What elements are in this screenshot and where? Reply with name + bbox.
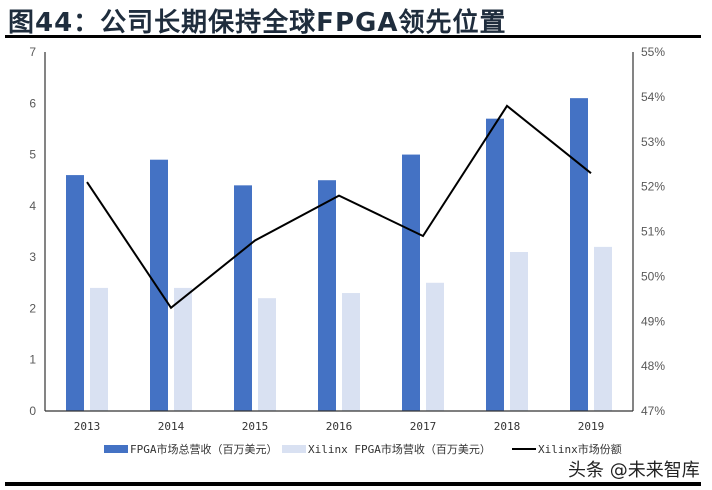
legend-swatch-light-blue	[282, 445, 306, 453]
left-tick-label: 4	[29, 199, 36, 213]
right-tick-label: 53%	[641, 135, 665, 149]
legend-label: Xilinx市场份额	[538, 443, 622, 456]
legend-swatch-line	[512, 448, 536, 450]
bar-xilinx-revenue	[426, 282, 444, 411]
legend-item-fpga-total: FPGA市场总营收（百万美元）	[104, 441, 278, 457]
x-tick-label: 2016	[326, 420, 353, 433]
top-rule	[5, 35, 701, 38]
bar-xilinx-revenue	[594, 246, 612, 411]
bar-xilinx-revenue	[90, 287, 108, 411]
x-tick-label: 2019	[578, 420, 605, 433]
bar-fpga-total	[66, 175, 84, 411]
bar-fpga-total	[486, 118, 504, 412]
bottom-rule	[5, 482, 701, 486]
right-tick-label: 54%	[641, 90, 665, 104]
right-tick-label: 52%	[641, 180, 665, 194]
left-tick-label: 7	[29, 45, 36, 59]
bar-xilinx-revenue	[258, 298, 276, 411]
legend-swatch-dark-blue	[104, 445, 128, 453]
line-series	[86, 104, 592, 310]
bar-xilinx-revenue	[342, 293, 360, 411]
x-tick-label: 2018	[494, 420, 521, 433]
left-tick-label: 0	[29, 404, 36, 418]
right-tick-label: 55%	[641, 45, 665, 59]
x-tick-label: 2015	[242, 420, 269, 433]
left-tick-label: 6	[29, 96, 36, 110]
left-tick-label: 2	[29, 301, 36, 315]
legend-item-xilinx-revenue: Xilinx FPGA市场营收（百万美元）	[282, 441, 491, 457]
chart-legend: FPGA市场总营收（百万美元） Xilinx FPGA市场营收（百万美元） Xi…	[0, 441, 712, 459]
right-tick-label: 48%	[641, 359, 665, 373]
x-tick-label: 2017	[410, 420, 437, 433]
left-tick-label: 1	[29, 353, 36, 367]
right-tick-label: 51%	[641, 225, 665, 239]
x-axis: 2013 2014 2015 2016 2017 2018 2019	[45, 410, 633, 433]
right-tick-label: 49%	[641, 314, 665, 328]
left-y-axis: 0 1 2 3 4 5 6 7	[29, 45, 46, 418]
bar-fpga-total	[150, 159, 168, 411]
legend-item-xilinx-share: Xilinx市场份额	[512, 441, 622, 457]
bar-xilinx-revenue	[174, 287, 192, 411]
bar-fpga-total	[402, 154, 420, 412]
legend-label: FPGA市场总营收（百万美元）	[130, 443, 278, 456]
right-tick-label: 47%	[641, 404, 665, 418]
bar-fpga-total	[318, 180, 336, 411]
watermark: 头条 @未来智库	[568, 460, 700, 481]
combo-chart: 0 1 2 3 4 5 6 7 47% 48% 49% 50% 51% 52% 53% 54% 55% 201…	[29, 45, 665, 433]
left-tick-label: 3	[29, 250, 36, 264]
left-tick-label: 5	[29, 148, 36, 162]
bar-fpga-total	[234, 185, 252, 411]
x-tick-label: 2014	[158, 420, 185, 433]
legend-label: Xilinx FPGA市场营收（百万美元）	[308, 443, 491, 456]
bar-xilinx-revenue	[510, 252, 528, 411]
line-xilinx-share	[86, 104, 592, 310]
x-tick-label: 2013	[74, 420, 101, 433]
bar-fpga-total	[570, 98, 588, 412]
bar-series	[66, 98, 612, 412]
right-y-axis: 47% 48% 49% 50% 51% 52% 53% 54% 55%	[632, 45, 665, 418]
right-tick-label: 50%	[641, 269, 665, 283]
figure-title: 图44：公司长期保持全球FPGA领先位置	[8, 8, 507, 38]
